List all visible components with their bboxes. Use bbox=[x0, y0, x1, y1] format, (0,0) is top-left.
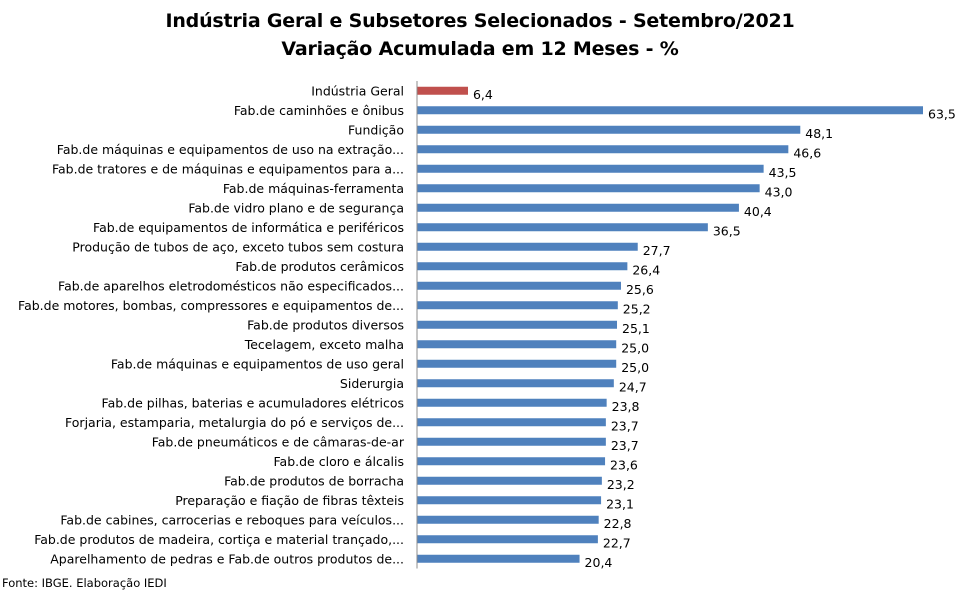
category-label: Fab.de pilhas, baterias e acumuladores e… bbox=[102, 395, 404, 410]
category-label: Fundição bbox=[348, 122, 404, 137]
category-label: Fab.de pneumáticos e de câmaras-de-ar bbox=[152, 434, 405, 449]
value-label: 27,7 bbox=[643, 243, 671, 258]
category-label: Fab.de caminhões e ônibus bbox=[234, 103, 404, 118]
value-label: 23,2 bbox=[607, 477, 635, 492]
category-label: Fab.de máquinas-ferramenta bbox=[223, 181, 404, 196]
value-label: 23,7 bbox=[611, 418, 639, 433]
value-label: 23,6 bbox=[610, 457, 638, 472]
bar bbox=[417, 379, 614, 388]
value-label: 23,1 bbox=[606, 496, 634, 511]
bar bbox=[417, 418, 606, 427]
bar bbox=[417, 398, 607, 407]
category-label: Fab.de produtos de borracha bbox=[224, 473, 404, 488]
source-note: Fonte: IBGE. Elaboração IEDI bbox=[2, 576, 167, 590]
category-label: Fab.de aparelhos eletrodomésticos não es… bbox=[58, 278, 404, 293]
bar-chart: Indústria Geral Fab.de caminhões e ônibus… bbox=[18, 81, 956, 570]
category-label: Produção de tubos de aço, exceto tubos s… bbox=[72, 239, 404, 254]
category-label: Fab.de tratores e de máquinas e equipame… bbox=[52, 161, 404, 176]
bars-group bbox=[417, 86, 923, 563]
value-label: 25,0 bbox=[621, 340, 649, 355]
bar bbox=[417, 223, 708, 232]
value-label: 36,5 bbox=[713, 223, 741, 238]
value-label: 25,6 bbox=[626, 282, 654, 297]
chart-subtitle: Variação Acumulada em 12 Meses - % bbox=[281, 38, 679, 60]
value-labels-group: 6,4 63,5 48,1 46,6 43,5 43,0 40,436,5 27,7 26,4 2… bbox=[473, 87, 956, 570]
category-label: Indústria Geral bbox=[311, 83, 404, 98]
bar bbox=[417, 164, 764, 173]
bar bbox=[417, 515, 599, 524]
bar bbox=[417, 476, 602, 485]
bar bbox=[417, 457, 606, 466]
bar bbox=[417, 554, 580, 563]
category-label: Aparelhamento de pedras e Fab.de outros … bbox=[50, 551, 404, 566]
category-label: Forjaria, estamparia, metalurgia do pó e… bbox=[65, 415, 404, 430]
value-label: 23,7 bbox=[611, 438, 639, 453]
bar bbox=[417, 86, 468, 95]
bar bbox=[417, 437, 606, 446]
bar bbox=[417, 184, 760, 193]
value-label: 25,2 bbox=[623, 301, 651, 316]
bar bbox=[417, 301, 618, 310]
category-label: Fab.de produtos cerâmicos bbox=[235, 259, 404, 274]
category-label: Fab.de vidro plano e de segurança bbox=[188, 200, 404, 215]
bar bbox=[417, 203, 739, 212]
bar bbox=[417, 125, 801, 134]
category-label: Siderurgia bbox=[340, 376, 404, 391]
value-label: 46,6 bbox=[793, 145, 821, 160]
value-label: 40,4 bbox=[744, 204, 772, 219]
value-label: 48,1 bbox=[805, 126, 833, 141]
value-label: 23,8 bbox=[612, 399, 640, 414]
category-label: Fab.de cloro e álcalis bbox=[274, 454, 404, 469]
value-label: 63,5 bbox=[928, 106, 956, 121]
value-label: 22,8 bbox=[604, 516, 632, 531]
bar bbox=[417, 106, 923, 115]
bar bbox=[417, 281, 621, 290]
value-label: 43,0 bbox=[765, 184, 793, 199]
value-label: 24,7 bbox=[619, 379, 647, 394]
category-label: Preparação e fiação de fibras têxteis bbox=[175, 493, 404, 508]
bar bbox=[417, 535, 598, 544]
bar bbox=[417, 359, 617, 368]
value-label: 20,4 bbox=[585, 555, 613, 570]
value-label: 43,5 bbox=[769, 165, 797, 180]
value-label: 22,7 bbox=[603, 535, 631, 550]
category-label: Fab.de produtos diversos bbox=[247, 317, 404, 332]
category-label: Fab.de máquinas e equipamentos de uso ge… bbox=[111, 356, 404, 371]
category-label: Fab.de cabines, carrocerias e reboques p… bbox=[60, 512, 404, 527]
category-label: Fab.de máquinas e equipamentos de uso na… bbox=[57, 142, 404, 157]
category-label: Fab.de produtos de madeira, cortiça e ma… bbox=[34, 532, 404, 547]
bar bbox=[417, 262, 628, 271]
value-label: 26,4 bbox=[632, 262, 660, 277]
bar bbox=[417, 340, 617, 349]
value-label: 25,0 bbox=[621, 360, 649, 375]
bar bbox=[417, 496, 602, 505]
category-label: Fab.de motores, bombas, compressores e e… bbox=[18, 298, 404, 313]
category-label: Fab.de equipamentos de informática e per… bbox=[93, 220, 404, 235]
category-label: Tecelagem, exceto malha bbox=[244, 337, 404, 352]
value-label: 6,4 bbox=[473, 87, 493, 102]
bar bbox=[417, 242, 638, 251]
bar bbox=[417, 320, 618, 329]
bar bbox=[417, 145, 789, 154]
value-label: 25,1 bbox=[622, 321, 650, 336]
category-labels-group: Indústria Geral Fab.de caminhões e ônibus… bbox=[18, 83, 405, 566]
chart-title: Indústria Geral e Subsetores Selecionado… bbox=[165, 10, 795, 32]
